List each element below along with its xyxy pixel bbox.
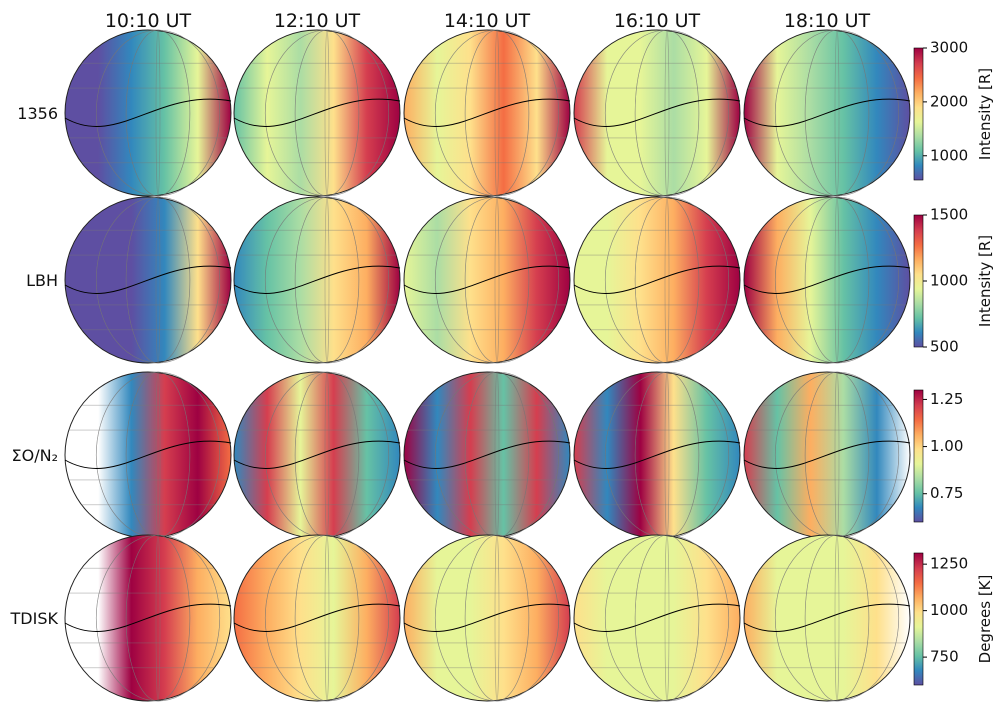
colorbar (914, 215, 923, 347)
colorbar-tick-label: 1.00 (930, 437, 963, 455)
row-label: TDISK (10, 609, 59, 628)
colorbar (914, 390, 923, 522)
figure: 10:10 UT 12:10 UT 14:10 UT 16:10 UT 18:10 UT… (0, 0, 1004, 702)
colorbar-tick-label: 1500 (930, 206, 968, 224)
colorbar-tick-label: 500 (930, 338, 959, 356)
row-label: LBH (26, 271, 58, 290)
colorbar-label: Degrees [K] (976, 575, 994, 664)
row-label: ΣO/N₂ (12, 446, 58, 465)
colorbar (914, 553, 923, 685)
colorbar-tick-label: 3000 (930, 39, 968, 57)
colorbar-tick-label: 2000 (930, 92, 968, 110)
colorbar (914, 48, 923, 180)
colorbar-label: Intensity [R] (976, 68, 994, 160)
colorbar-tick-label: 1000 (930, 146, 968, 164)
colorbar-tick-label: 0.75 (930, 484, 963, 502)
column-title: 12:10 UT (274, 10, 361, 32)
colorbar-tick-label: 1000 (930, 601, 968, 619)
column-title: 18:10 UT (784, 10, 871, 32)
colorbar-tick-label: 1250 (930, 555, 968, 573)
colorbar-label: Intensity [R] (976, 235, 994, 327)
colorbar-tick-label: 1.25 (930, 390, 963, 408)
colorbar-tick-label: 750 (930, 648, 959, 666)
colorbar-tick-label: 1000 (930, 272, 968, 290)
column-title: 16:10 UT (614, 10, 701, 32)
row-label: 1356 (17, 104, 58, 123)
column-title: 10:10 UT (105, 10, 192, 32)
column-title: 14:10 UT (444, 10, 531, 32)
